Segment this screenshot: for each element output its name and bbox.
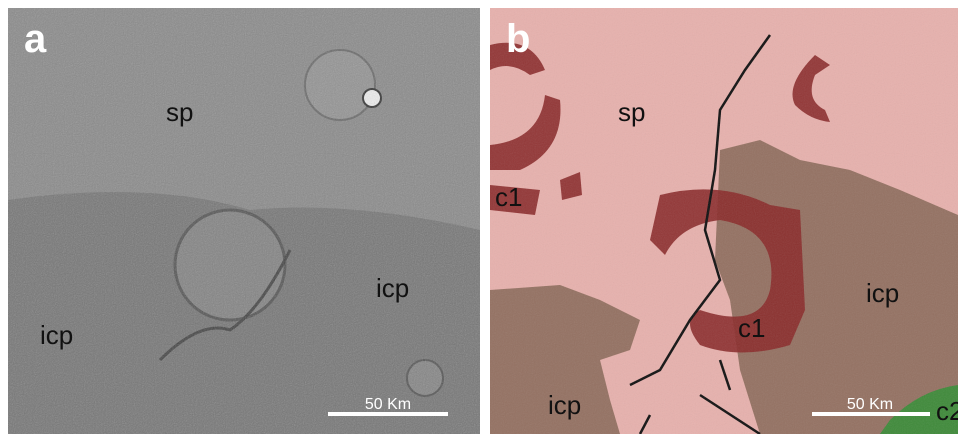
panel-label: b: [506, 17, 530, 61]
panel-b-map: [490, 8, 958, 434]
unit-label: c1: [495, 182, 522, 212]
unit-label: icp: [548, 390, 581, 420]
unit-label: icp: [866, 278, 899, 308]
unit-label: c1: [738, 313, 765, 343]
unit-label: sp: [166, 97, 193, 127]
scale-bar-label: 50 Km: [365, 396, 411, 413]
unit-label: sp: [618, 97, 645, 127]
unit-label: icp: [376, 273, 409, 303]
scale-bar-label: 50 Km: [847, 396, 893, 413]
panel-a-image: [8, 8, 480, 434]
panel-label: a: [24, 17, 47, 61]
unit-label: icp: [40, 320, 73, 350]
unit-label: c2: [936, 396, 958, 426]
